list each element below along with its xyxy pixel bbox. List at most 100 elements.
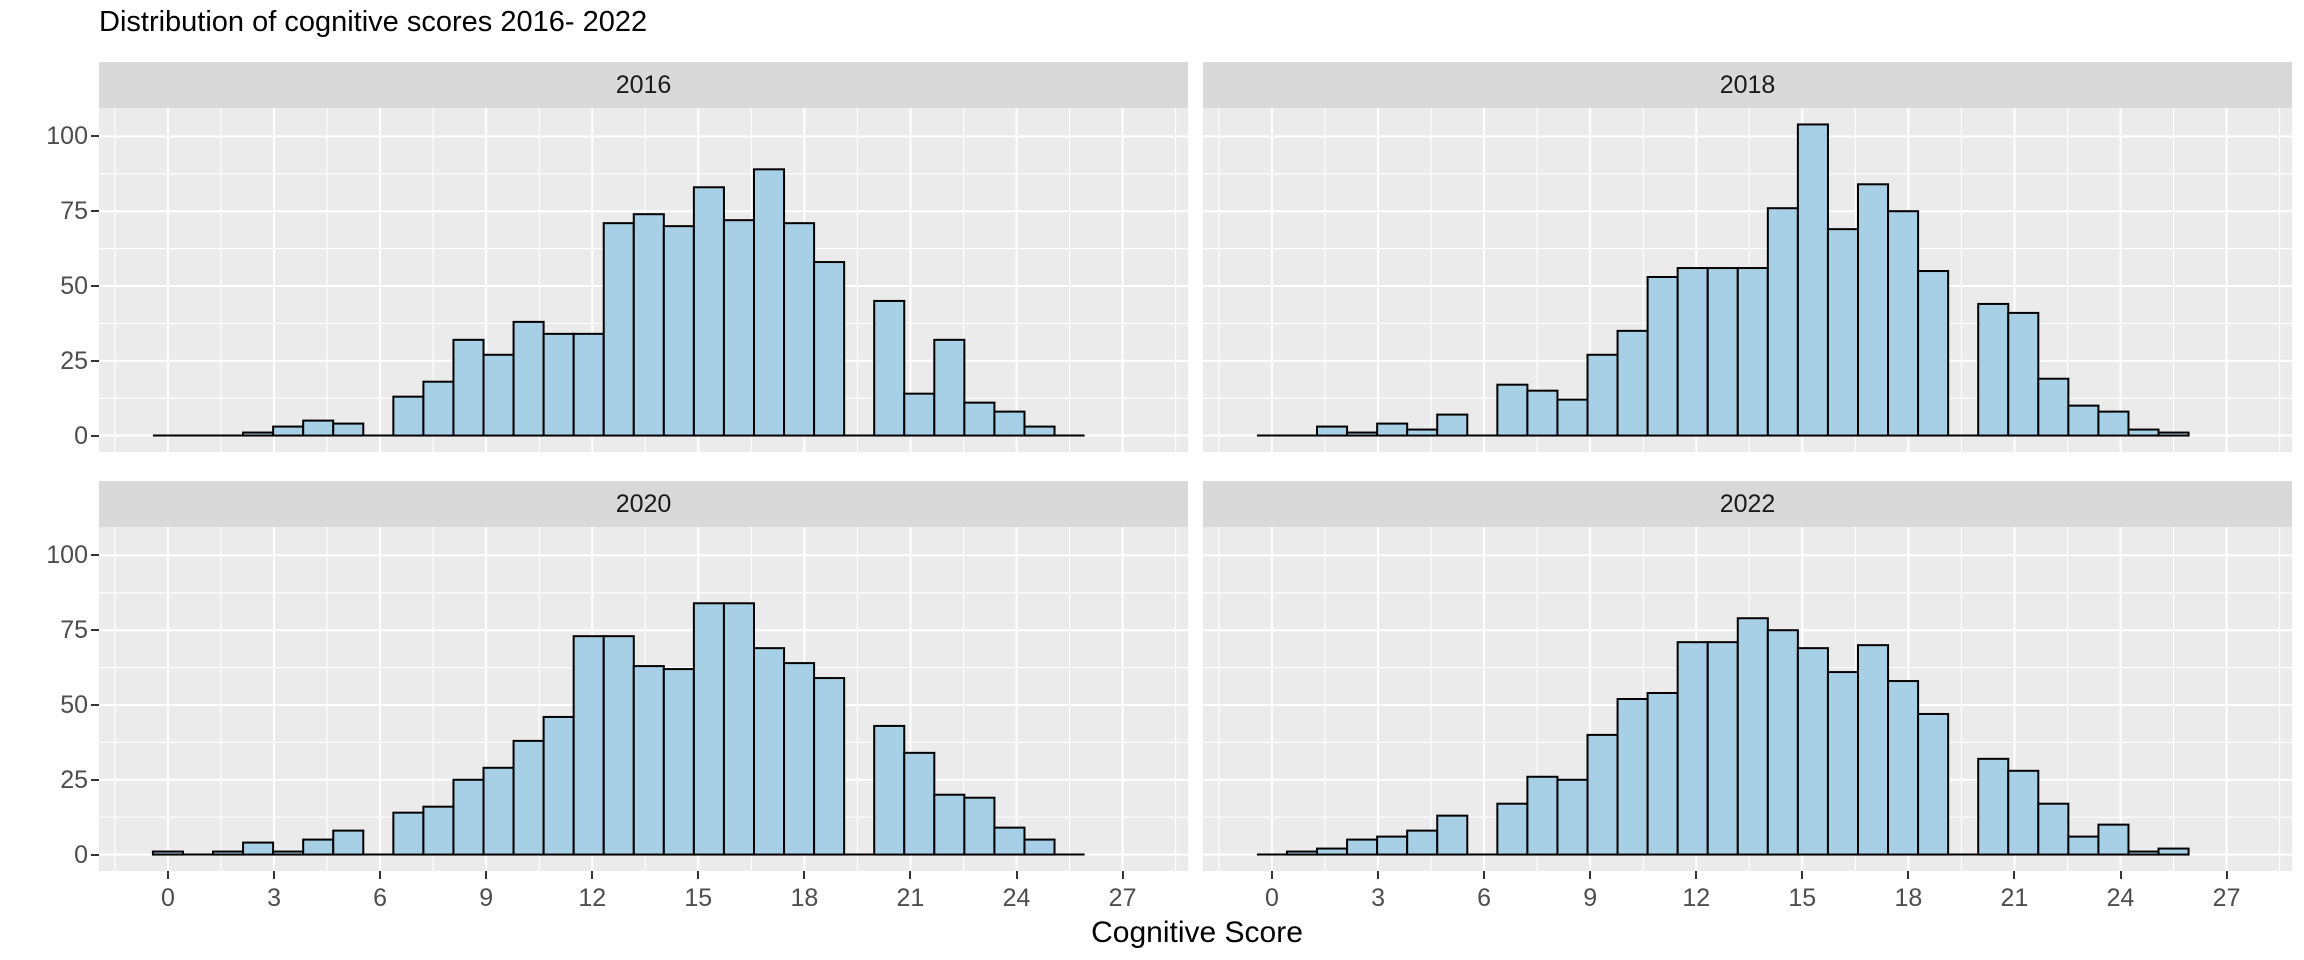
histogram-bar (1406, 428, 1439, 437)
histogram-bar (1436, 413, 1469, 437)
x-axis-title: Cognitive Score (1091, 916, 1303, 949)
histogram-bar (512, 320, 545, 437)
histogram-bar (1346, 431, 1379, 437)
x-tick-mark (803, 871, 806, 879)
histogram-bar (2097, 823, 2130, 856)
histogram-bar (242, 431, 275, 437)
histogram-bar (1285, 850, 1319, 856)
facet-strip-label: 2016 (615, 70, 672, 99)
x-tick-label: 9 (479, 884, 494, 912)
histogram-bar (933, 793, 966, 856)
histogram-bar (1406, 829, 1439, 856)
histogram-bar (572, 332, 605, 437)
histogram-bar (212, 850, 245, 856)
facet-panel-2020 (99, 527, 1188, 871)
x-tick-label: 3 (1371, 884, 1385, 912)
histogram-bar (452, 338, 485, 437)
histogram-bar (422, 380, 455, 437)
facet-panel-2022 (1203, 527, 2292, 871)
histogram-bar (2007, 769, 2040, 856)
histogram-bar (272, 850, 305, 856)
y-tick-label: 100 (46, 541, 88, 570)
histogram-bar (302, 838, 335, 856)
histogram-bar (2037, 802, 2070, 856)
chart-title: Distribution of cognitive scores 2016- 2… (99, 6, 648, 38)
histogram-bar (1496, 383, 1529, 437)
y-tick-label: 50 (60, 271, 88, 300)
histogram-bar (572, 635, 605, 856)
histogram-bar (332, 422, 365, 437)
x-tick-mark (273, 871, 276, 879)
facet-plot-2016 (99, 108, 1188, 452)
histogram-bar (542, 715, 575, 856)
facet-plot-2018 (1203, 108, 2292, 452)
y-tick-label: 75 (60, 616, 88, 645)
histogram-bar (1706, 641, 1739, 856)
histogram-bar (752, 168, 786, 437)
histogram-bar (662, 668, 695, 856)
x-tick-mark (697, 871, 700, 879)
histogram-bar (1586, 353, 1619, 437)
histogram-bar (2067, 404, 2100, 437)
histogram-bar (482, 353, 515, 437)
histogram-bar (873, 299, 906, 437)
x-tick-label: 21 (896, 884, 925, 912)
histogram-bar (1616, 329, 1649, 437)
x-tick-label: 18 (790, 884, 819, 912)
x-tick-mark (2013, 871, 2016, 879)
histogram-bar (783, 662, 816, 856)
histogram-bar (752, 647, 786, 856)
x-tick-mark (1121, 871, 1124, 879)
histogram-bar (1887, 210, 1920, 437)
x-tick-mark (379, 871, 382, 879)
histogram-bar (1977, 757, 2010, 856)
histogram-bar (1856, 183, 1890, 437)
histogram-bar (813, 261, 846, 437)
x-tick-mark (166, 871, 169, 879)
x-tick-mark (1589, 871, 1592, 879)
histogram-bar (302, 419, 335, 437)
facet-strip-2016: 2016 (99, 62, 1188, 108)
histogram-bar (2127, 428, 2160, 437)
x-tick-label: 0 (1264, 884, 1279, 912)
facet-plot-2022 (1203, 527, 2292, 871)
histogram-bar (1856, 644, 1890, 856)
x-tick-label: 9 (1583, 884, 1598, 912)
y-tick-mark (91, 778, 99, 781)
histogram-bar (692, 602, 725, 856)
histogram-bar (692, 186, 725, 437)
histogram-bar (512, 739, 545, 856)
histogram-bar (1646, 692, 1679, 856)
x-tick-label: 27 (1108, 884, 1137, 912)
x-tick-mark (1695, 871, 1698, 879)
histogram-bar (933, 338, 966, 437)
histogram-bar (2127, 850, 2160, 856)
histogram-bar (2157, 847, 2190, 856)
histogram-bar (2037, 377, 2070, 437)
histogram-bar (1526, 389, 1559, 437)
histogram-bar (1526, 775, 1559, 856)
y-tick-label: 75 (60, 197, 88, 226)
y-tick-mark (91, 434, 99, 437)
facet-panel-2016 (99, 108, 1188, 452)
x-tick-label: 6 (373, 884, 388, 912)
y-tick-mark (91, 629, 99, 632)
histogram-bar (1316, 847, 1349, 856)
histogram-bar (993, 410, 1026, 437)
facet-plot-2020 (99, 527, 1188, 871)
histogram-bar (662, 225, 695, 437)
x-tick-mark (485, 871, 488, 879)
facet-panel-2018 (1203, 108, 2292, 452)
x-tick-mark (2225, 871, 2228, 879)
facet-strip-2022: 2022 (1203, 481, 2292, 527)
histogram-bar (272, 425, 305, 437)
x-tick-label: 24 (2106, 884, 2135, 912)
histogram-bar (2067, 835, 2100, 856)
histogram-bar (1023, 838, 1056, 856)
histogram-bar (873, 724, 906, 856)
x-tick-mark (1483, 871, 1486, 879)
histogram-bar (1796, 123, 1829, 437)
x-tick-label: 12 (578, 884, 607, 912)
x-tick-label: 15 (1788, 884, 1817, 912)
x-tick-mark (1015, 871, 1018, 879)
